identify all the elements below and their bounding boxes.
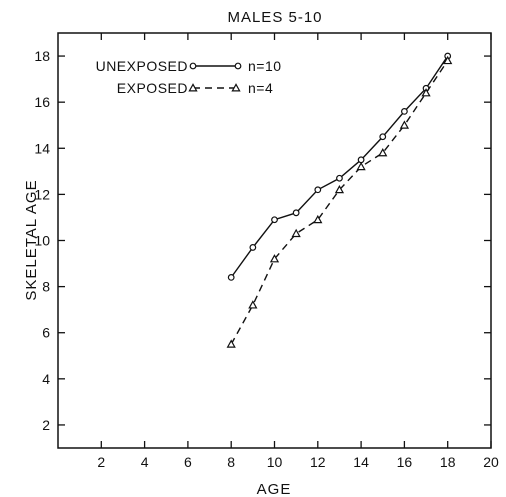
x-tick-label: 18 — [440, 454, 456, 470]
data-point-unexposed — [379, 133, 387, 141]
x-tick-label: 14 — [353, 454, 369, 470]
data-point-exposed — [378, 148, 388, 157]
legend-marker-unexposed — [189, 62, 197, 70]
series-layer — [226, 52, 453, 348]
series-unexposed — [227, 52, 452, 281]
x-tick-label: 20 — [483, 454, 499, 470]
data-point-exposed — [226, 339, 236, 348]
series-line-exposed — [230, 60, 449, 345]
data-point-exposed — [443, 55, 453, 65]
legend-label-exposed: EXPOSED — [117, 80, 188, 96]
y-tick-label: 14 — [34, 140, 50, 156]
data-point-unexposed — [357, 156, 365, 164]
data-point-exposed — [313, 214, 323, 224]
chart-title: MALES 5-10 — [227, 9, 322, 26]
axis-tick-labels: 2 4 6 8 10 12 14 16 18 20 2 4 6 8 10 12 14 16 18 — [34, 48, 499, 470]
y-tick-label: 6 — [42, 325, 50, 341]
data-point-exposed — [291, 228, 301, 238]
data-point-unexposed — [314, 186, 322, 194]
legend-entry-unexposed: UNEXPOSED n=10 — [96, 58, 282, 74]
axis-ticks — [58, 33, 492, 448]
legend: UNEXPOSED n=10 EXPOSED n=4 — [96, 58, 282, 96]
data-point-unexposed — [401, 107, 408, 115]
y-tick-label: 10 — [34, 233, 50, 249]
y-tick-label: 18 — [34, 48, 50, 64]
x-tick-label: 8 — [227, 454, 235, 470]
legend-n-unexposed: n=10 — [248, 58, 282, 74]
data-point-unexposed — [249, 244, 257, 251]
legend-n-exposed: n=4 — [248, 80, 273, 96]
legend-marker-exposed — [231, 83, 241, 92]
y-tick-label: 2 — [42, 417, 50, 433]
legend-marker-exposed — [188, 83, 198, 92]
data-point-exposed — [334, 184, 345, 194]
x-tick-label: 2 — [97, 454, 105, 470]
data-point-exposed — [248, 300, 258, 309]
x-tick-label: 12 — [310, 454, 326, 470]
x-tick-label: 6 — [184, 454, 192, 470]
x-tick-label: 4 — [141, 454, 149, 470]
data-point-unexposed — [271, 216, 278, 224]
data-point-exposed — [399, 120, 410, 129]
data-point-unexposed — [336, 174, 343, 182]
series-exposed — [226, 55, 453, 348]
data-point-unexposed — [227, 273, 235, 281]
legend-label-unexposed: UNEXPOSED — [96, 58, 188, 74]
y-tick-label: 12 — [34, 186, 50, 202]
y-axis-title: SKELETAL AGE — [23, 179, 40, 300]
legend-entry-exposed: EXPOSED n=4 — [117, 80, 273, 96]
x-tick-label: 10 — [267, 454, 283, 470]
data-point-exposed — [356, 161, 366, 171]
y-tick-label: 8 — [42, 279, 50, 295]
y-tick-label: 4 — [42, 371, 50, 387]
x-axis-title: AGE — [257, 481, 292, 497]
data-point-exposed — [421, 88, 431, 97]
legend-marker-unexposed — [234, 62, 242, 70]
data-point-exposed — [269, 254, 280, 263]
data-point-unexposed — [292, 209, 300, 217]
x-tick-label: 16 — [397, 454, 413, 470]
y-tick-label: 16 — [34, 94, 50, 110]
